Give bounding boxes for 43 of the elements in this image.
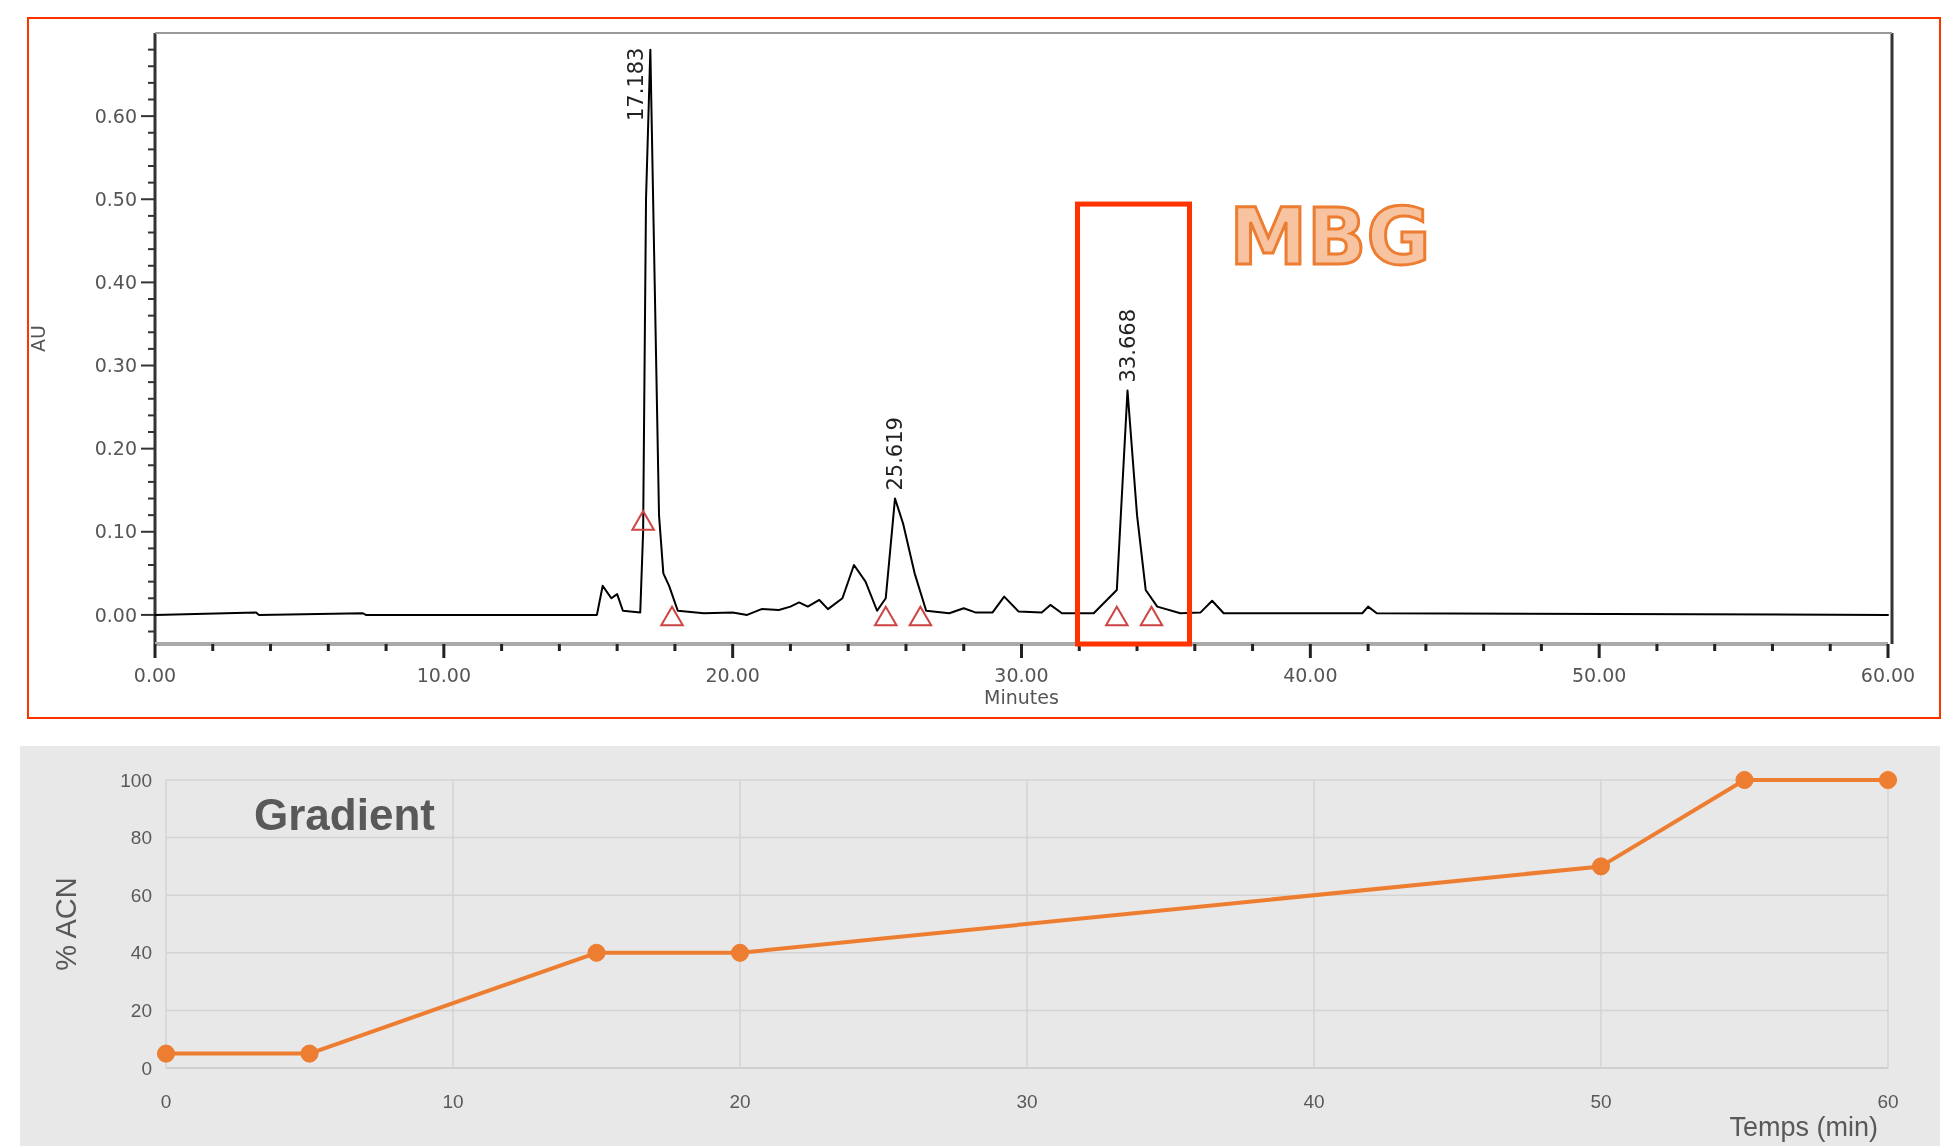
x-axis-title: Temps (min) — [1729, 1112, 1878, 1142]
y-tick-label: 100 — [120, 769, 152, 791]
x-tick-label: 60.00 — [1860, 664, 1916, 686]
x-tick-label: 50 — [1590, 1091, 1612, 1112]
y-tick-label: 60 — [130, 884, 152, 906]
x-tick-label: 0 — [160, 1091, 172, 1112]
y-tick-label: 0.50 — [94, 187, 137, 210]
y-tick-label: 0 — [141, 1057, 152, 1079]
point — [730, 943, 750, 962]
x-tick-label: 60 — [1877, 1091, 1899, 1112]
y-tick-label: 20 — [130, 1000, 152, 1022]
x-tick-label: 10.00 — [416, 664, 472, 686]
x-tick-label: 30 — [1016, 1091, 1038, 1112]
x-tick-label: 20 — [729, 1091, 751, 1112]
annotation: MBG — [1229, 192, 1431, 283]
y-tick-label: 80 — [130, 827, 152, 849]
point — [156, 1044, 176, 1063]
y-axis-title: AU — [27, 325, 49, 352]
annotation: 17.183 — [624, 47, 649, 121]
point — [1591, 857, 1611, 876]
x-tick-label: 30.00 — [994, 664, 1049, 686]
x-tick-label: 40 — [1303, 1091, 1325, 1112]
point — [1735, 770, 1754, 790]
y-tick-label: 0.30 — [94, 354, 137, 377]
y-tick-label: 40 — [130, 942, 152, 964]
chart-title: Gradient — [254, 790, 436, 839]
x-tick-label: 20.00 — [705, 664, 760, 686]
point — [1878, 770, 1898, 790]
annotation: 33.668 — [1115, 308, 1140, 383]
x-tick-label: 50.00 — [1571, 664, 1627, 686]
point — [587, 943, 606, 962]
annotation: 25.619 — [882, 417, 907, 491]
x-tick-label: 10 — [442, 1091, 464, 1112]
x-tick-label: 40.00 — [1283, 664, 1338, 686]
y-tick-label: 0.20 — [94, 437, 137, 460]
y-tick-label: 0.40 — [94, 271, 137, 294]
y-tick-label: 0.10 — [94, 520, 137, 543]
point — [300, 1044, 319, 1063]
y-tick-label: 0.60 — [94, 104, 137, 127]
line-series — [154, 48, 1889, 616]
y-tick-label: 0.00 — [94, 603, 137, 626]
x-axis-title: Minutes — [984, 686, 1059, 708]
y-axis-title: % ACN — [50, 877, 82, 971]
